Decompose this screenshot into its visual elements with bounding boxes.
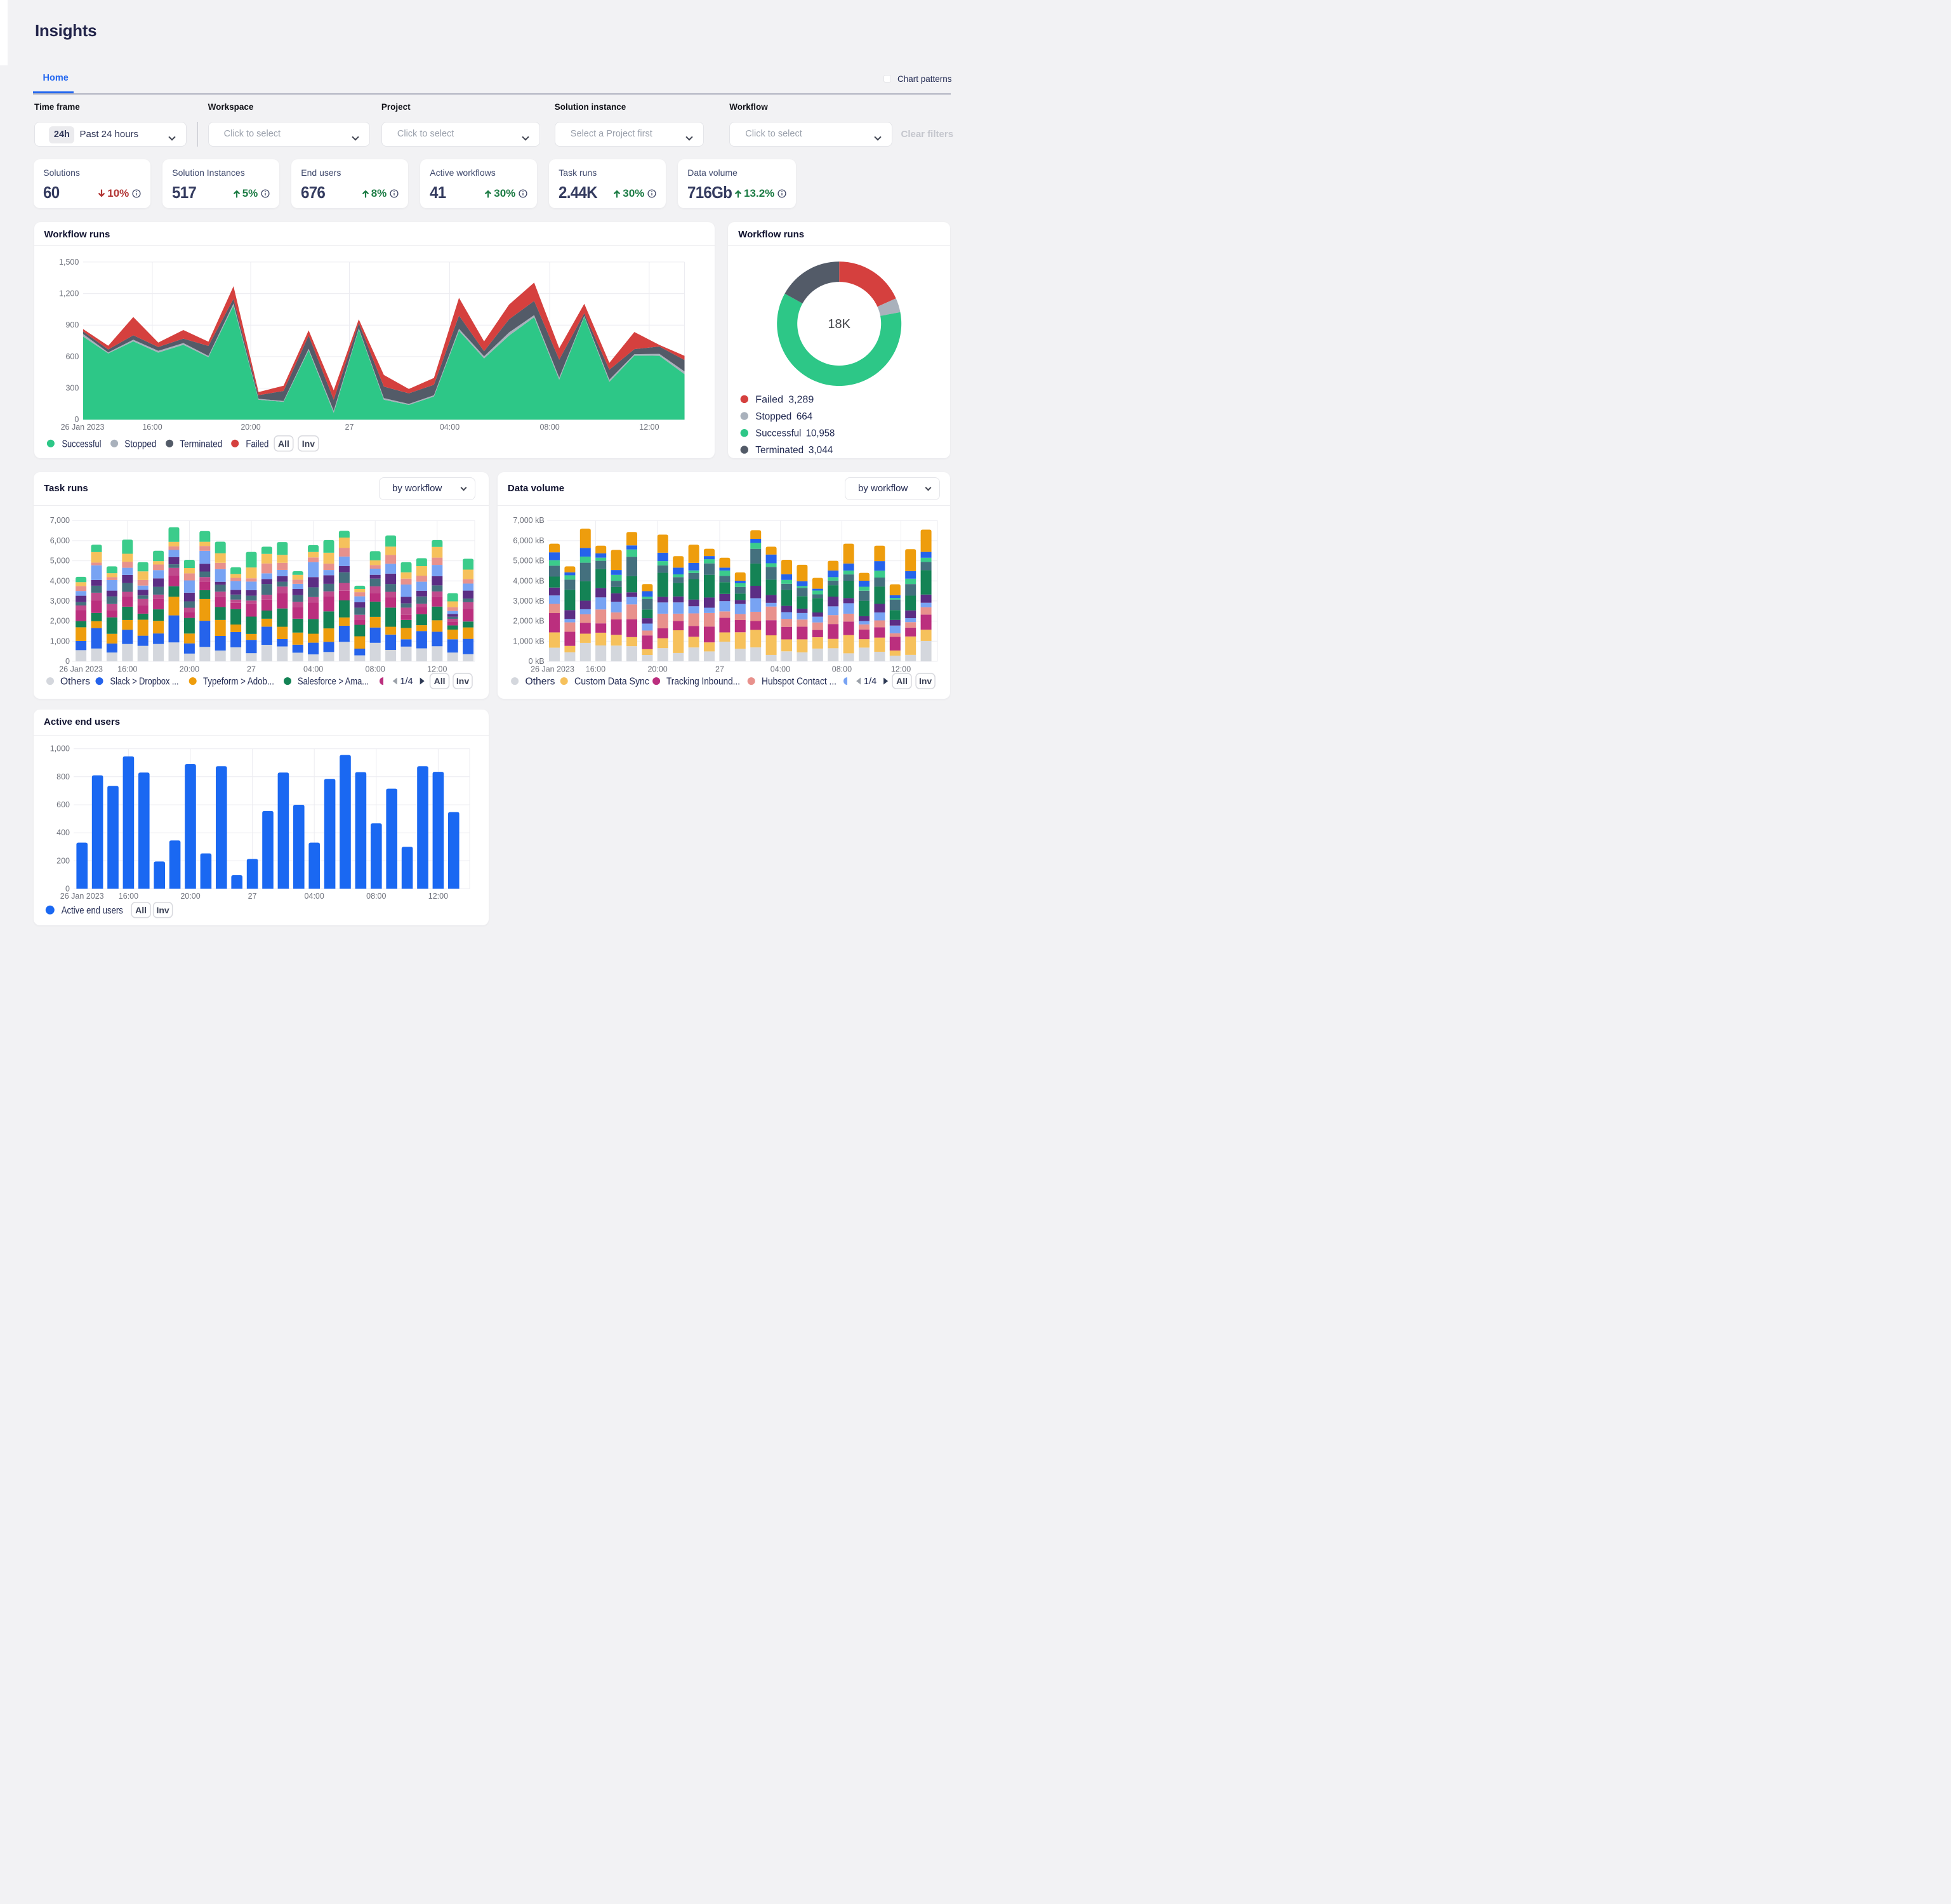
svg-text:Inv: Inv <box>456 676 469 686</box>
svg-text:Typeform > Adob...: Typeform > Adob... <box>203 676 274 687</box>
svg-text:Tracking Inbound...: Tracking Inbound... <box>666 676 740 687</box>
svg-text:27: 27 <box>715 664 724 673</box>
svg-text:Slack > Dropbox ...: Slack > Dropbox ... <box>110 676 179 687</box>
svg-text:Hubspot Contact ...: Hubspot Contact ... <box>762 676 837 687</box>
svg-text:26 Jan 2023: 26 Jan 2023 <box>59 664 103 673</box>
svg-text:12:00: 12:00 <box>428 892 448 901</box>
svg-text:All: All <box>896 676 908 686</box>
svg-text:Successful: Successful <box>62 439 101 449</box>
svg-text:5,000: 5,000 <box>50 556 70 565</box>
svg-text:4,000: 4,000 <box>50 576 70 585</box>
svg-text:Custom Data Sync: Custom Data Sync <box>574 676 649 687</box>
svg-text:08:00: 08:00 <box>366 664 385 673</box>
svg-text:3,000 kB: 3,000 kB <box>513 596 544 605</box>
svg-text:27: 27 <box>248 892 257 901</box>
svg-text:04:00: 04:00 <box>770 664 790 673</box>
svg-text:All: All <box>135 905 147 915</box>
svg-text:04:00: 04:00 <box>305 892 324 901</box>
svg-text:Failed 3,289: Failed 3,289 <box>755 394 814 405</box>
svg-text:Stopped 664: Stopped 664 <box>755 411 812 422</box>
svg-text:4,000 kB: 4,000 kB <box>513 576 544 585</box>
svg-text:1/4: 1/4 <box>400 677 413 687</box>
svg-text:Stopped: Stopped <box>124 439 156 449</box>
svg-text:20:00: 20:00 <box>180 892 200 901</box>
svg-text:1,000 kB: 1,000 kB <box>513 637 544 645</box>
svg-text:08:00: 08:00 <box>539 423 559 432</box>
svg-text:16:00: 16:00 <box>119 892 138 901</box>
svg-text:0: 0 <box>65 884 70 893</box>
svg-text:5,000 kB: 5,000 kB <box>513 556 544 565</box>
svg-text:2,000: 2,000 <box>50 616 70 625</box>
svg-text:16:00: 16:00 <box>142 423 162 432</box>
svg-text:16:00: 16:00 <box>117 664 137 673</box>
svg-text:12:00: 12:00 <box>427 664 447 673</box>
svg-text:08:00: 08:00 <box>832 664 852 673</box>
svg-text:1,200: 1,200 <box>59 289 79 298</box>
svg-text:6,000 kB: 6,000 kB <box>513 536 544 545</box>
svg-text:Successful 10,958: Successful 10,958 <box>755 428 835 439</box>
svg-text:800: 800 <box>56 772 70 781</box>
svg-text:600: 600 <box>56 800 70 809</box>
svg-text:18K: 18K <box>828 317 851 331</box>
svg-text:600: 600 <box>65 352 79 361</box>
svg-text:26 Jan 2023: 26 Jan 2023 <box>60 423 104 432</box>
svg-text:27: 27 <box>247 664 256 673</box>
svg-text:0 kB: 0 kB <box>529 657 545 666</box>
svg-text:1,500: 1,500 <box>59 258 79 267</box>
svg-text:08:00: 08:00 <box>366 892 386 901</box>
svg-text:Inv: Inv <box>301 439 314 449</box>
svg-text:26 Jan 2023: 26 Jan 2023 <box>531 664 574 673</box>
svg-text:Salesforce > Ama...: Salesforce > Ama... <box>298 676 369 687</box>
svg-text:12:00: 12:00 <box>891 664 911 673</box>
svg-text:1,000: 1,000 <box>50 637 70 645</box>
svg-text:All: All <box>278 439 289 449</box>
svg-text:Inv: Inv <box>919 676 932 686</box>
svg-text:1,000: 1,000 <box>50 744 70 753</box>
svg-text:Terminated: Terminated <box>180 439 222 449</box>
svg-text:Others: Others <box>525 676 555 687</box>
svg-text:12:00: 12:00 <box>639 423 659 432</box>
svg-text:Failed: Failed <box>246 439 268 449</box>
svg-text:1/4: 1/4 <box>864 677 876 687</box>
svg-text:300: 300 <box>65 383 79 392</box>
svg-text:04:00: 04:00 <box>303 664 323 673</box>
svg-text:Terminated 3,044: Terminated 3,044 <box>755 445 833 456</box>
svg-text:200: 200 <box>56 856 70 865</box>
svg-text:All: All <box>434 676 446 686</box>
svg-text:04:00: 04:00 <box>439 423 459 432</box>
svg-text:6,000: 6,000 <box>50 536 70 545</box>
svg-text:7,000: 7,000 <box>50 516 70 525</box>
svg-text:0: 0 <box>74 415 79 424</box>
svg-text:20:00: 20:00 <box>180 664 199 673</box>
svg-text:Inv: Inv <box>156 905 169 915</box>
svg-text:27: 27 <box>345 423 354 432</box>
svg-text:20:00: 20:00 <box>241 423 260 432</box>
svg-text:2,000 kB: 2,000 kB <box>513 616 544 625</box>
svg-text:3,000: 3,000 <box>50 596 70 605</box>
svg-text:900: 900 <box>65 321 79 329</box>
svg-text:0: 0 <box>65 657 70 666</box>
svg-text:400: 400 <box>56 828 70 837</box>
svg-text:7,000 kB: 7,000 kB <box>513 516 544 525</box>
svg-text:16:00: 16:00 <box>586 664 605 673</box>
svg-text:Others: Others <box>60 676 90 687</box>
svg-text:26 Jan 2023: 26 Jan 2023 <box>60 892 104 901</box>
svg-text:Active end users: Active end users <box>62 905 123 916</box>
svg-text:20:00: 20:00 <box>647 664 667 673</box>
